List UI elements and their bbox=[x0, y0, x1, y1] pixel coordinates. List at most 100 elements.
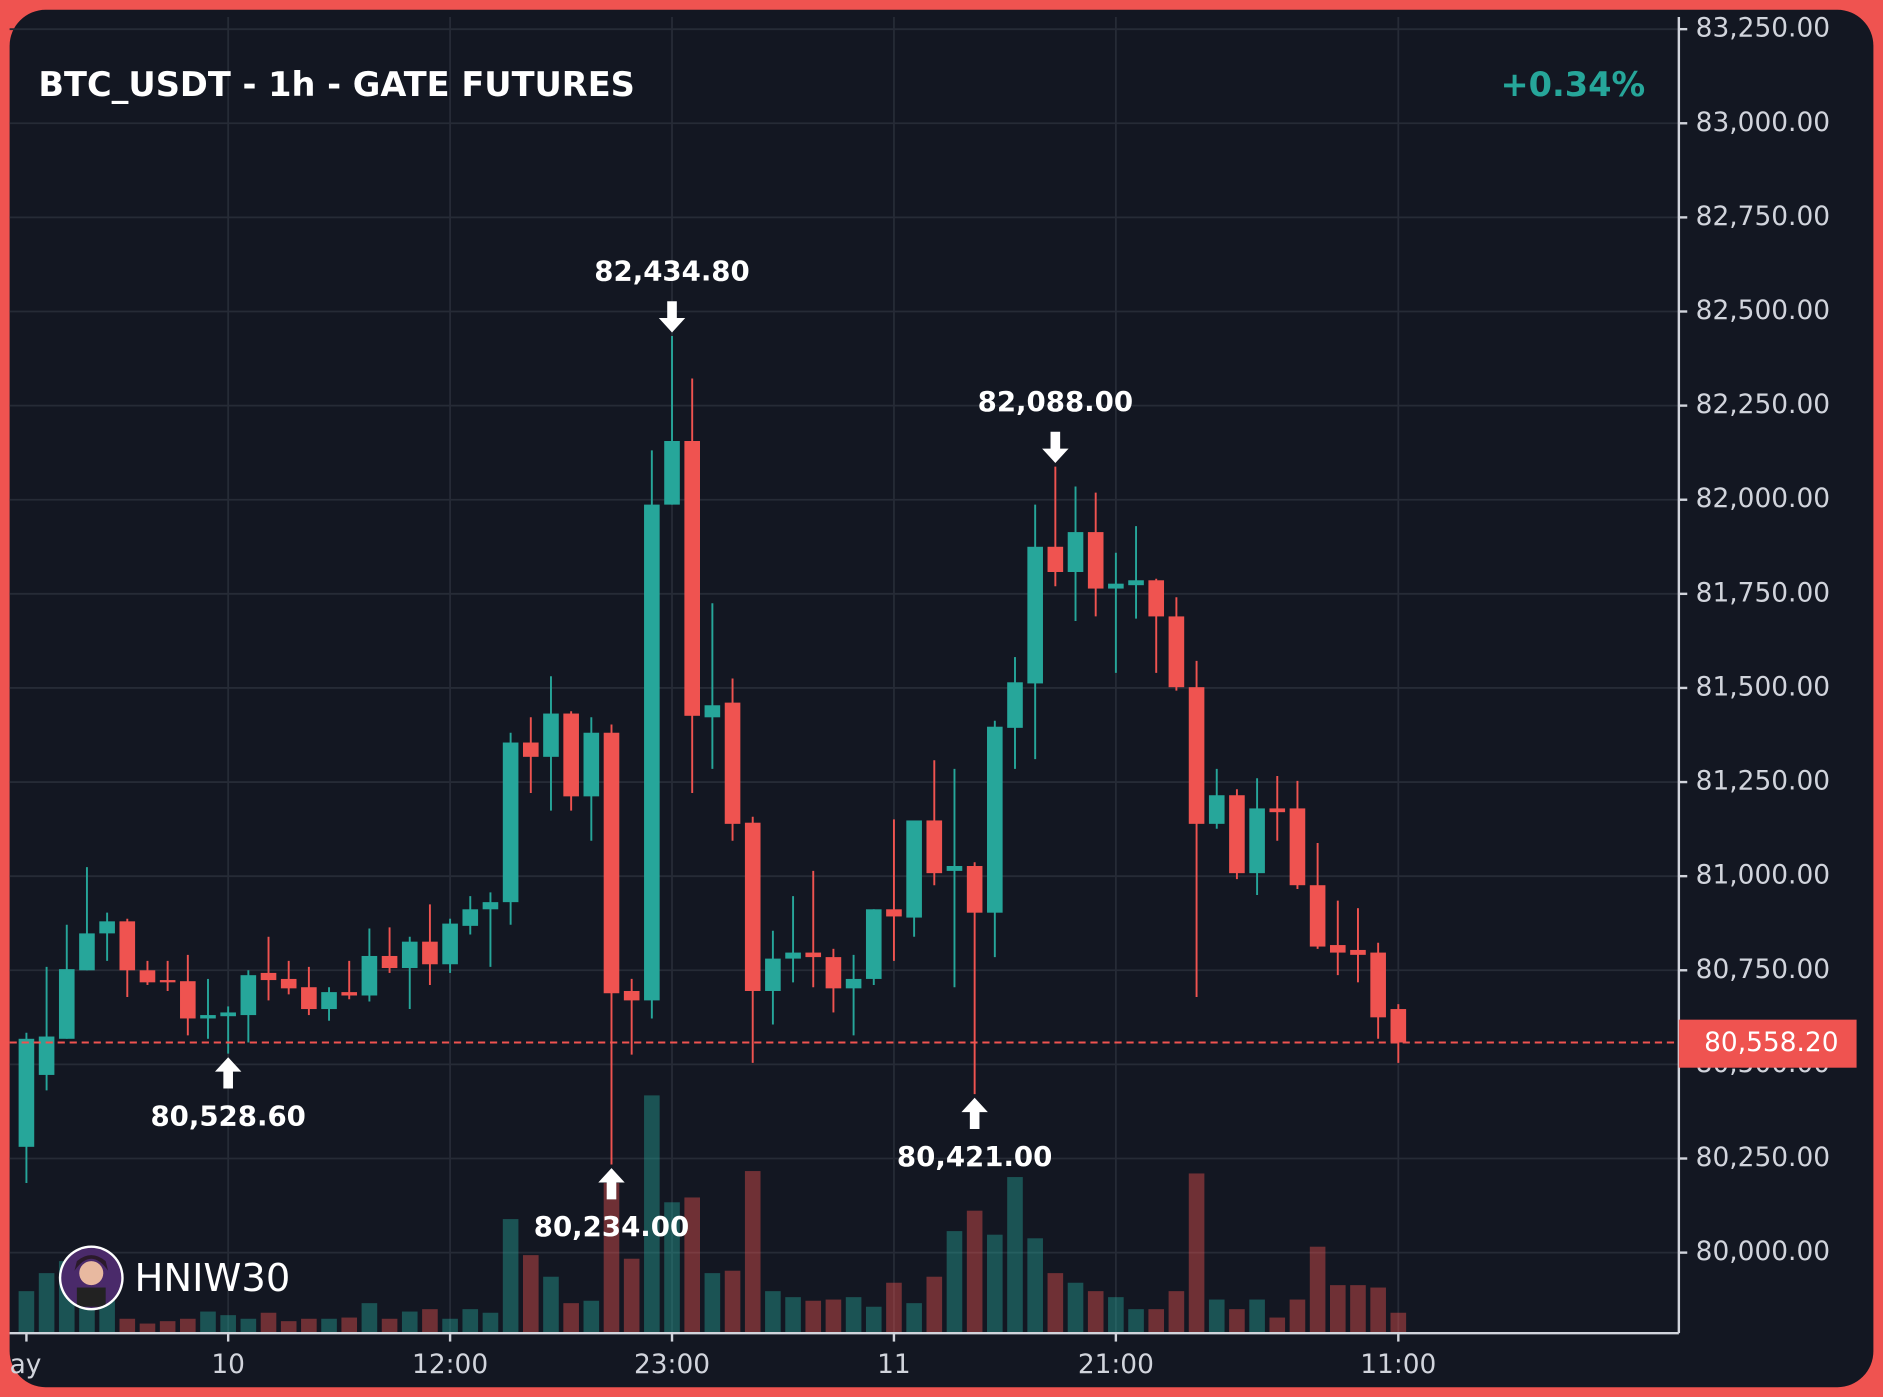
volume bbox=[18, 1095, 1407, 1334]
body bbox=[139, 970, 156, 983]
body bbox=[966, 866, 983, 913]
avatar-hair bbox=[74, 1255, 109, 1271]
volume-bar bbox=[1390, 1312, 1407, 1334]
volume-bar bbox=[583, 1300, 600, 1334]
volume-bar bbox=[361, 1303, 378, 1334]
body bbox=[1027, 546, 1043, 684]
body bbox=[1229, 795, 1245, 874]
x-tick-label: 12:00 bbox=[412, 1349, 488, 1380]
body bbox=[744, 822, 761, 991]
body bbox=[1128, 580, 1144, 586]
body bbox=[79, 933, 95, 971]
x-tick-label: 10 bbox=[211, 1349, 245, 1380]
annotation-label: 82,434.80 bbox=[594, 254, 749, 287]
volume-bar bbox=[603, 1183, 620, 1334]
body bbox=[1087, 532, 1104, 589]
volume-bar bbox=[321, 1318, 337, 1334]
body bbox=[845, 978, 862, 989]
watermark: HNIW30 bbox=[58, 1245, 290, 1311]
body bbox=[462, 909, 479, 926]
volume-bar bbox=[926, 1276, 943, 1334]
annotation-arrow bbox=[598, 1168, 625, 1200]
volume-bar bbox=[1087, 1291, 1104, 1334]
body bbox=[926, 820, 943, 874]
volume-bar bbox=[18, 1291, 35, 1334]
y-tick-label: 82,750.00 bbox=[1696, 201, 1830, 232]
body bbox=[664, 440, 680, 505]
avatar-body bbox=[76, 1287, 106, 1307]
grid bbox=[9, 16, 1679, 1334]
body bbox=[220, 1012, 236, 1017]
body bbox=[260, 972, 277, 981]
body bbox=[442, 923, 458, 965]
annotation-arrow bbox=[1042, 431, 1069, 463]
body bbox=[724, 702, 741, 824]
annotation-label: 80,234.00 bbox=[534, 1210, 689, 1243]
volume-bar bbox=[1350, 1285, 1366, 1334]
last-price-label: 80,558.20 bbox=[1704, 1027, 1838, 1058]
y-tick-label: 82,250.00 bbox=[1696, 389, 1830, 420]
volume-bar bbox=[1370, 1287, 1386, 1334]
x-tick-label: 21:00 bbox=[1078, 1349, 1154, 1380]
panel bbox=[9, 9, 1874, 1388]
body bbox=[1208, 795, 1225, 824]
annotations: 82,434.80 82,088.00 80,528.60 80,234.00 80,4… bbox=[150, 254, 1133, 1243]
annotation-arrow bbox=[961, 1097, 988, 1129]
volume-bar bbox=[785, 1297, 801, 1334]
annotation-arrow bbox=[214, 1057, 242, 1089]
body bbox=[785, 952, 801, 959]
volume-bar bbox=[724, 1270, 741, 1334]
volume-bar bbox=[240, 1318, 257, 1334]
body bbox=[280, 978, 297, 989]
annotation-arrow bbox=[658, 301, 686, 333]
volume-bar bbox=[1329, 1285, 1346, 1334]
volume-bar bbox=[1168, 1291, 1185, 1334]
body bbox=[99, 921, 115, 934]
volume-bar bbox=[664, 1202, 680, 1334]
annotation-label: 80,421.00 bbox=[897, 1140, 1052, 1173]
body bbox=[1188, 687, 1205, 824]
x-tick-label: ay bbox=[10, 1349, 42, 1380]
volume-bar bbox=[381, 1318, 398, 1334]
body bbox=[361, 955, 378, 996]
volume-bar bbox=[886, 1282, 902, 1334]
body bbox=[906, 820, 922, 918]
body bbox=[865, 909, 882, 979]
volume-bar bbox=[220, 1315, 236, 1334]
volume-bar bbox=[1269, 1317, 1286, 1334]
volume-bar bbox=[180, 1318, 196, 1334]
last-price-tag bbox=[1678, 1019, 1857, 1068]
volume-bar bbox=[765, 1291, 781, 1334]
body bbox=[1350, 949, 1366, 955]
x-tick-label: 11 bbox=[877, 1349, 911, 1380]
body bbox=[1249, 808, 1265, 874]
axes: 80,000.0080,250.0080,500.0080,750.0081,0… bbox=[10, 13, 1857, 1380]
annotation-label: 82,088.00 bbox=[978, 385, 1133, 418]
volume-bar bbox=[1027, 1238, 1043, 1334]
body bbox=[301, 987, 317, 1010]
body bbox=[765, 958, 781, 991]
body bbox=[522, 742, 539, 757]
x-tick-label: 23:00 bbox=[634, 1349, 710, 1380]
body bbox=[543, 713, 559, 757]
body bbox=[704, 705, 721, 718]
body bbox=[482, 902, 499, 910]
volume-bar bbox=[865, 1306, 882, 1334]
body bbox=[159, 980, 176, 983]
body bbox=[200, 1015, 216, 1019]
body bbox=[1067, 532, 1084, 573]
volume-bar bbox=[1128, 1309, 1144, 1334]
volume-bar bbox=[684, 1197, 701, 1334]
y-tick-label: 83,250.00 bbox=[1696, 13, 1830, 44]
volume-bar bbox=[301, 1318, 317, 1334]
volume-bar bbox=[1208, 1299, 1225, 1334]
volume-bar bbox=[1188, 1173, 1205, 1334]
y-tick-label: 80,000.00 bbox=[1696, 1236, 1830, 1267]
volume-bar bbox=[1067, 1282, 1084, 1334]
body bbox=[58, 969, 75, 1039]
volume-bar bbox=[563, 1303, 579, 1334]
y-tick-label: 81,000.00 bbox=[1696, 860, 1830, 891]
body bbox=[422, 941, 438, 965]
volume-bar bbox=[845, 1297, 862, 1334]
volume-bar bbox=[341, 1317, 358, 1334]
